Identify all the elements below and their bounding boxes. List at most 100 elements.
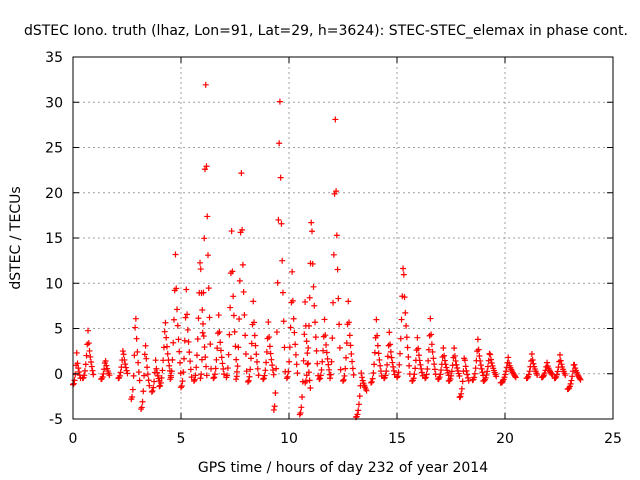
data-point	[476, 353, 483, 360]
data-point	[88, 363, 95, 370]
data-point	[306, 377, 313, 384]
data-point	[116, 372, 123, 379]
data-point	[162, 319, 169, 326]
data-point	[251, 319, 258, 326]
data-point	[197, 375, 204, 382]
chart-title: dSTEC Iono. truth (lhaz, Lon=91, Lat=29,…	[24, 23, 628, 39]
data-point	[462, 363, 469, 370]
data-point	[170, 316, 177, 323]
x-tick-label: 5	[177, 431, 186, 447]
data-point	[301, 331, 308, 338]
data-point	[168, 368, 175, 375]
data-point	[429, 348, 436, 355]
data-point	[79, 375, 86, 382]
x-tick-label: 25	[604, 431, 622, 447]
data-point	[199, 307, 206, 314]
data-point	[172, 251, 179, 258]
data-point	[184, 326, 191, 333]
data-point	[291, 329, 298, 336]
data-point	[319, 358, 326, 365]
data-point	[322, 332, 329, 339]
data-point	[133, 335, 140, 342]
data-point	[417, 361, 424, 368]
data-point	[231, 328, 238, 335]
data-point	[142, 342, 149, 349]
data-point	[185, 338, 192, 345]
data-point	[424, 366, 431, 373]
data-point	[493, 373, 500, 380]
data-point	[371, 349, 378, 356]
data-point	[501, 374, 508, 381]
data-point	[346, 332, 353, 339]
data-point	[192, 372, 199, 379]
data-point	[141, 372, 148, 379]
data-point	[292, 341, 299, 348]
data-point	[211, 371, 218, 378]
data-point	[286, 358, 293, 365]
data-point	[266, 334, 273, 341]
data-point	[410, 375, 417, 382]
data-point	[316, 376, 323, 383]
data-point	[456, 372, 463, 379]
data-point	[418, 365, 425, 372]
data-point	[299, 394, 306, 401]
data-point	[465, 377, 472, 384]
data-point	[403, 334, 410, 341]
data-point	[438, 367, 445, 374]
data-point	[283, 375, 290, 382]
data-point	[359, 374, 366, 381]
data-point	[201, 344, 208, 351]
data-point	[317, 372, 324, 379]
data-point	[342, 365, 349, 372]
data-point	[211, 374, 218, 381]
data-point	[85, 327, 92, 334]
data-point	[427, 315, 434, 322]
data-point	[363, 387, 370, 394]
data-point	[265, 319, 272, 326]
data-point	[262, 367, 269, 374]
data-point	[529, 356, 536, 363]
data-point	[131, 352, 138, 359]
data-point	[418, 369, 425, 376]
data-point	[240, 288, 247, 295]
data-point	[143, 355, 150, 362]
data-point	[103, 362, 110, 369]
data-point	[412, 365, 419, 372]
data-point	[395, 369, 402, 376]
data-point	[382, 372, 389, 379]
data-point	[73, 349, 80, 356]
data-point	[253, 351, 260, 358]
data-point	[313, 347, 320, 354]
data-point	[415, 345, 422, 352]
data-point	[202, 354, 209, 361]
data-point	[266, 343, 273, 350]
data-point	[458, 385, 465, 392]
data-point	[220, 371, 227, 378]
data-point	[212, 365, 219, 372]
data-point	[273, 329, 280, 336]
data-point	[411, 371, 418, 378]
data-point	[247, 355, 254, 362]
data-point	[154, 369, 161, 376]
data-point	[428, 331, 435, 338]
data-point	[377, 368, 384, 375]
data-point	[156, 383, 163, 390]
data-point	[441, 357, 448, 364]
data-point	[400, 271, 407, 278]
data-point	[454, 365, 461, 372]
data-point	[371, 361, 378, 368]
data-point	[194, 335, 201, 342]
data-point	[369, 375, 376, 382]
data-point	[200, 289, 207, 296]
data-point	[374, 332, 381, 339]
data-point	[81, 367, 88, 374]
data-point	[210, 375, 217, 382]
y-tick-label: 10	[45, 276, 63, 292]
data-point	[132, 324, 139, 331]
data-point	[425, 346, 432, 353]
data-point	[505, 360, 512, 367]
data-point	[254, 358, 261, 365]
data-point	[461, 357, 468, 364]
data-point	[216, 328, 223, 335]
data-point	[129, 394, 136, 401]
